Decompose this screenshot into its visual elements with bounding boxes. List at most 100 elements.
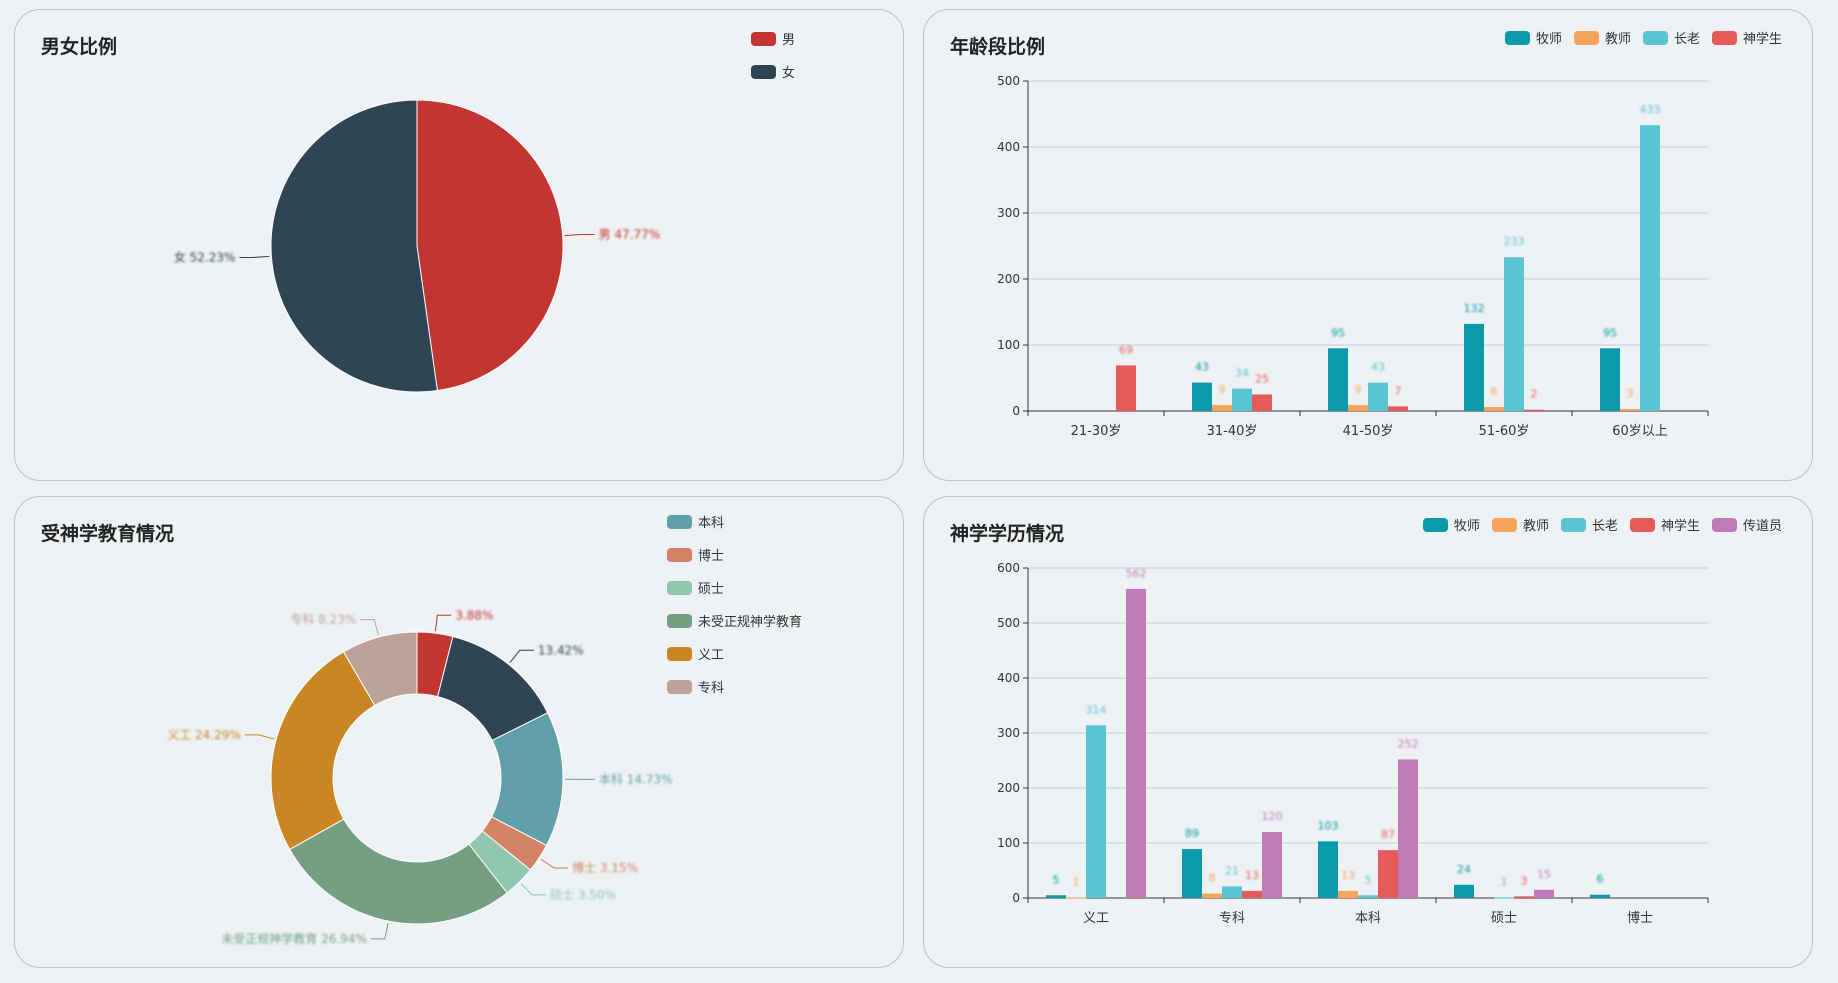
pie-leader-line <box>540 858 569 869</box>
degree-legend-item[interactable]: 传道员 <box>1711 515 1782 534</box>
bar-value-label: 43 <box>1371 361 1385 374</box>
bar[interactable] <box>1590 894 1610 898</box>
bar[interactable] <box>1262 832 1282 898</box>
pie-leader-line <box>434 614 452 632</box>
bar-value-label: 562 <box>1126 567 1147 580</box>
education-legend-item[interactable]: 未受正规神学教育 <box>667 604 802 637</box>
education-donut-chart: 3.88% 13.42% 本科 14.73% 博士 3.15% 硕士 3.50% 未受正规… <box>167 608 673 946</box>
education-legend-item[interactable]: 专科 <box>667 670 802 703</box>
age-legend-item[interactable]: 神学生 <box>1711 28 1782 47</box>
bar-value-label: 120 <box>1262 810 1283 823</box>
bar[interactable] <box>1348 405 1368 411</box>
education-legend-item[interactable]: 硕士 <box>667 571 802 604</box>
degree-legend: 牧师 教师 长老 神学生 传道员 <box>1411 515 1782 534</box>
bar[interactable] <box>1338 890 1358 898</box>
pie-slice[interactable] <box>288 818 508 925</box>
bar[interactable] <box>1368 382 1388 411</box>
bar[interactable] <box>1600 348 1620 411</box>
bar[interactable] <box>1398 759 1418 898</box>
bar-value-label: 15 <box>1537 868 1551 881</box>
bar-value-label: 69 <box>1119 343 1133 356</box>
bar[interactable] <box>1504 257 1524 411</box>
bar[interactable] <box>1116 365 1136 411</box>
education-legend-item[interactable]: 本科 <box>667 505 802 538</box>
x-tick-label: 硕士 <box>1491 911 1517 926</box>
bar-value-label: 87 <box>1381 828 1395 841</box>
bar-value-label: 252 <box>1398 737 1419 750</box>
bar[interactable] <box>1046 895 1066 898</box>
bar[interactable] <box>1242 890 1262 898</box>
x-tick-label: 31-40岁 <box>1207 424 1258 439</box>
bar[interactable] <box>1222 886 1242 898</box>
education-legend-item[interactable]: 义工 <box>667 637 802 670</box>
y-tick-label: 100 <box>997 836 1020 850</box>
pie-slice-label: 3.88% <box>455 608 493 622</box>
bar[interactable] <box>1484 407 1504 411</box>
legend-label: 神学生 <box>1660 519 1700 534</box>
age-legend-item[interactable]: 教师 <box>1573 28 1631 47</box>
bar[interactable] <box>1464 323 1484 411</box>
pie-slice-label: 专科 8.23% <box>290 612 356 627</box>
bar[interactable] <box>1534 889 1554 898</box>
bar[interactable] <box>1454 884 1474 898</box>
bar[interactable] <box>1328 348 1348 411</box>
legend-label: 长老 <box>1673 32 1700 47</box>
degree-legend-item[interactable]: 牧师 <box>1422 515 1480 534</box>
bar[interactable] <box>1524 409 1544 411</box>
bar[interactable] <box>1494 897 1514 899</box>
bar-value-label: 9 <box>1219 383 1226 396</box>
legend-label: 本科 <box>698 516 725 531</box>
pie-slice[interactable] <box>270 99 438 393</box>
bar-value-label: 3 <box>1521 874 1528 887</box>
gender-legend-item[interactable]: 女 <box>751 55 795 88</box>
bar[interactable] <box>1182 849 1202 898</box>
bar[interactable] <box>1126 588 1146 898</box>
bar[interactable] <box>1232 388 1252 411</box>
legend-label: 博士 <box>698 549 725 564</box>
x-tick-label: 41-50岁 <box>1343 424 1394 439</box>
legend-label: 教师 <box>1604 32 1631 47</box>
pie-slice[interactable] <box>270 651 376 851</box>
legend-swatch <box>667 514 692 529</box>
degree-legend-item[interactable]: 长老 <box>1560 515 1618 534</box>
y-tick-label: 500 <box>997 616 1020 630</box>
bar-value-label: 132 <box>1464 302 1485 315</box>
bar-value-label: 5 <box>1365 873 1372 886</box>
age-legend-item[interactable]: 牧师 <box>1504 28 1562 47</box>
bar-value-label: 1 <box>1501 875 1508 888</box>
y-tick-label: 500 <box>997 74 1020 88</box>
bar[interactable] <box>1358 895 1378 898</box>
bar[interactable] <box>1514 896 1534 898</box>
pie-slice-label: 本科 14.73% <box>599 772 673 786</box>
bar[interactable] <box>1066 897 1086 899</box>
bar[interactable] <box>1252 394 1272 412</box>
pie-slice[interactable] <box>416 99 564 392</box>
y-tick-label: 600 <box>997 561 1020 575</box>
bar[interactable] <box>1640 125 1660 411</box>
education-legend-item[interactable]: 博士 <box>667 538 802 571</box>
age-legend-item[interactable]: 长老 <box>1642 28 1700 47</box>
bar[interactable] <box>1318 841 1338 898</box>
degree-legend-item[interactable]: 教师 <box>1491 515 1549 534</box>
bar[interactable] <box>1192 382 1212 411</box>
pie-slice-label: 未受正规神学教育 26.94% <box>221 931 367 946</box>
bar[interactable] <box>1378 850 1398 898</box>
pie-slice[interactable] <box>342 631 418 707</box>
bar-value-label: 6 <box>1491 385 1498 398</box>
bar-value-label: 13 <box>1245 869 1259 882</box>
bar[interactable] <box>1388 406 1408 411</box>
bar[interactable] <box>1620 409 1640 411</box>
legend-label: 教师 <box>1522 519 1549 534</box>
legend-swatch <box>667 613 692 628</box>
legend-swatch <box>1711 517 1737 532</box>
bar[interactable] <box>1212 405 1232 411</box>
legend-swatch <box>1504 30 1530 45</box>
legend-swatch <box>751 64 776 79</box>
bar[interactable] <box>1202 893 1222 898</box>
gender-legend-item[interactable]: 男 <box>751 22 795 55</box>
degree-legend-item[interactable]: 神学生 <box>1629 515 1700 534</box>
bar[interactable] <box>1086 725 1106 898</box>
gender-ratio-title: 男女比例 <box>41 36 118 58</box>
y-tick-label: 200 <box>997 781 1020 795</box>
